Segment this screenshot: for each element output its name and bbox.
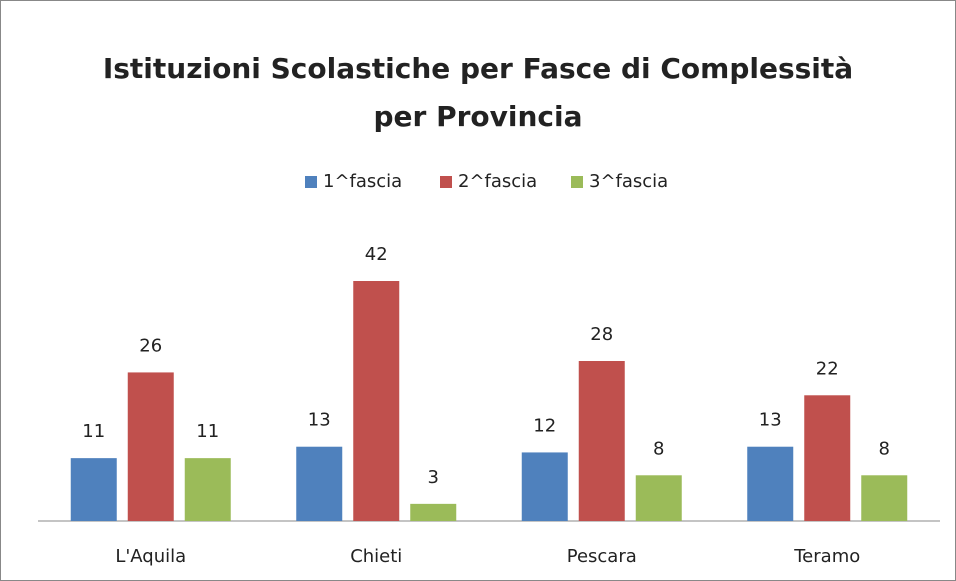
legend-swatch <box>571 176 583 188</box>
data-label: 3 <box>428 467 439 488</box>
data-label: 26 <box>139 335 162 356</box>
data-label: 12 <box>533 415 556 436</box>
data-label: 42 <box>365 244 388 265</box>
data-label: 13 <box>308 410 331 431</box>
bar <box>635 475 682 521</box>
legend-swatch <box>305 176 317 188</box>
data-label: 8 <box>879 438 890 459</box>
bar <box>578 361 625 521</box>
x-tick-label: L'Aquila <box>115 546 186 567</box>
data-label: 11 <box>196 421 219 442</box>
data-label: 22 <box>816 358 839 379</box>
bar <box>521 452 568 521</box>
legend-swatch <box>440 176 452 188</box>
data-label: 28 <box>590 324 613 345</box>
bar <box>410 503 457 521</box>
chart-title: per Provincia <box>373 100 582 133</box>
bar <box>861 475 908 521</box>
legend-label: 2^fascia <box>458 171 537 192</box>
bar <box>70 458 117 521</box>
legend-label: 1^fascia <box>323 171 402 192</box>
x-tick-label: Chieti <box>350 546 402 567</box>
data-label: 11 <box>82 421 105 442</box>
x-tick-label: Pescara <box>567 546 637 567</box>
chart-title: Istituzioni Scolastiche per Fasce di Com… <box>103 52 853 85</box>
data-label: 13 <box>759 410 782 431</box>
bar <box>184 458 231 521</box>
bar <box>747 446 794 521</box>
bar <box>296 446 343 521</box>
bar <box>804 395 851 521</box>
data-label: 8 <box>653 438 664 459</box>
bar <box>353 281 400 521</box>
x-tick-label: Teramo <box>793 546 860 567</box>
bar <box>127 372 174 521</box>
legend-label: 3^fascia <box>589 171 668 192</box>
